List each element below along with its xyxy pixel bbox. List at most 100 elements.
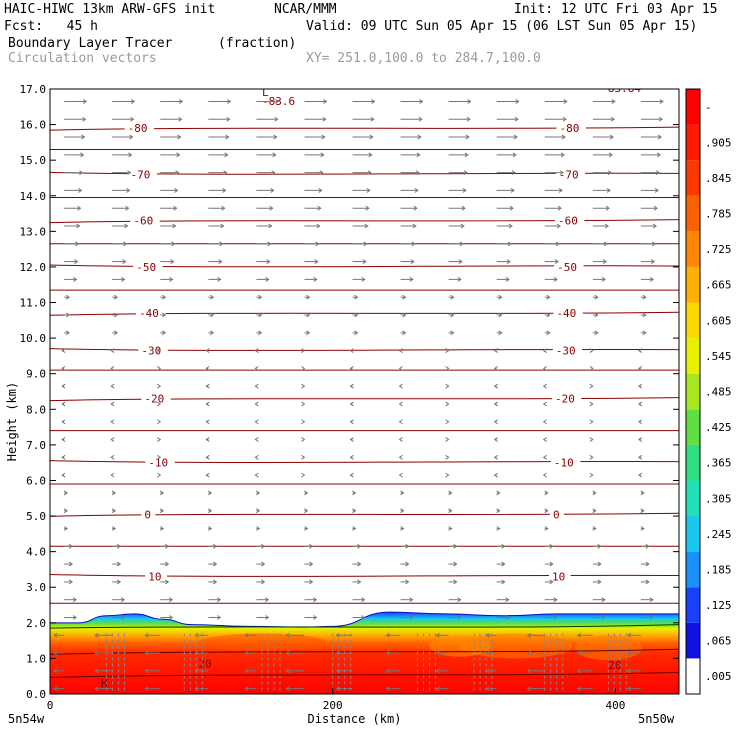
circulation-vector xyxy=(61,419,66,425)
circulation-vector xyxy=(448,99,472,104)
circulation-vector xyxy=(542,401,547,407)
circulation-vector xyxy=(61,365,66,371)
valid-time: Valid: 09 UTC Sun 05 Apr 15 (06 LST Sun … xyxy=(306,19,698,34)
circulation-vector xyxy=(496,205,514,211)
circulation-vector xyxy=(496,259,511,265)
temperature-contour-label-left: -10 xyxy=(148,457,168,470)
circulation-vector xyxy=(400,526,405,531)
y-tick-label: 11.0 xyxy=(20,297,47,310)
circulation-vector xyxy=(159,526,165,531)
plot-frame xyxy=(49,88,680,695)
circulation-vector xyxy=(589,348,594,353)
circulation-vector xyxy=(385,668,401,674)
circulation-vector xyxy=(592,312,599,318)
contour-label-bg xyxy=(124,121,155,135)
circulation-vector xyxy=(53,632,65,638)
circulation-vector xyxy=(304,294,311,300)
circulation-vector xyxy=(244,632,257,638)
circulation-vector xyxy=(592,526,597,531)
circulation-vector xyxy=(205,454,210,460)
circulation-vector xyxy=(637,348,643,353)
circulation-vector xyxy=(352,205,370,211)
circulation-vector xyxy=(256,615,270,620)
circulation-vector xyxy=(448,294,455,300)
circulation-vector xyxy=(493,383,498,389)
circulation-vector xyxy=(110,454,115,460)
circulation-vector xyxy=(448,330,455,336)
circulation-vector xyxy=(156,383,162,389)
circulation-vector xyxy=(208,579,218,585)
temperature-contour xyxy=(50,483,679,485)
circulation-vector xyxy=(640,579,650,585)
circulation-vector xyxy=(398,472,403,478)
circulation-vector xyxy=(112,597,126,603)
circulation-vector xyxy=(400,579,410,585)
temperature-contour xyxy=(50,460,679,463)
temperature-contour xyxy=(50,311,679,316)
circulation-vector xyxy=(349,348,354,353)
circulation-vector xyxy=(496,294,503,300)
contour-label-bg xyxy=(141,507,156,521)
circulation-vector xyxy=(592,223,609,229)
circulation-vector xyxy=(400,188,419,193)
circulation-vector xyxy=(496,543,506,549)
tracer-fill xyxy=(50,612,679,694)
circulation-vector xyxy=(398,419,403,425)
circulation-vector xyxy=(592,579,602,585)
contour-label-bg xyxy=(141,391,171,405)
circulation-vector xyxy=(400,490,405,496)
circulation-vector xyxy=(110,472,115,478)
colorbar-segment xyxy=(686,231,700,267)
y-tick-label: 5.0 xyxy=(26,510,46,523)
contour-label-bg xyxy=(554,259,584,273)
contour-label-bg xyxy=(138,343,168,357)
circulation-vector xyxy=(112,99,136,104)
temperature-contour-label-left: 10 xyxy=(148,571,161,584)
circulation-vector xyxy=(112,152,133,158)
circulation-vector xyxy=(160,294,167,300)
circulation-vector xyxy=(544,223,561,229)
circulation-vector xyxy=(637,383,643,389)
circulation-vector xyxy=(349,365,354,371)
circulation-vector xyxy=(592,543,602,549)
circulation-vector xyxy=(160,99,184,104)
circulation-vector xyxy=(256,508,261,514)
circulation-vector xyxy=(304,134,326,140)
circulation-vector xyxy=(349,454,354,460)
circulation-vector xyxy=(304,152,325,158)
circulation-vector xyxy=(112,134,134,140)
circulation-vector xyxy=(349,401,354,407)
circulation-vector xyxy=(435,632,449,638)
circulation-vector xyxy=(256,561,266,567)
circulation-vector xyxy=(205,401,210,407)
colorbar-label: .065 xyxy=(705,635,732,648)
circulation-vector xyxy=(592,188,611,193)
circulation-vector xyxy=(496,241,512,247)
contour-label-bg xyxy=(145,455,175,469)
circulation-vector xyxy=(160,561,170,567)
circulation-vector xyxy=(544,508,549,514)
y-tick-label: 6.0 xyxy=(26,474,46,487)
circulation-vector xyxy=(589,401,594,407)
circulation-vector xyxy=(304,508,309,514)
circulation-vector xyxy=(398,437,403,442)
circulation-vector xyxy=(254,383,259,389)
circulation-vector xyxy=(156,348,162,353)
circulation-vector xyxy=(592,170,612,176)
circulation-vector xyxy=(544,276,558,282)
circulation-vector xyxy=(400,99,424,104)
circulation-vector xyxy=(592,99,616,104)
x-end-location: 5n50w xyxy=(638,712,675,726)
circulation-vector xyxy=(640,508,645,514)
circulation-vector xyxy=(304,526,309,531)
circulation-vector xyxy=(285,668,305,674)
circulation-vector xyxy=(448,152,469,158)
circulation-vector xyxy=(493,348,498,353)
circulation-vector xyxy=(640,259,656,265)
circulation-vector xyxy=(156,419,162,425)
circulation-vector xyxy=(301,401,306,407)
circulation-vector xyxy=(61,472,66,478)
colorbar-segment xyxy=(686,551,700,588)
x-start-location: 5n54w xyxy=(8,712,45,726)
circulation-vector xyxy=(208,561,218,567)
